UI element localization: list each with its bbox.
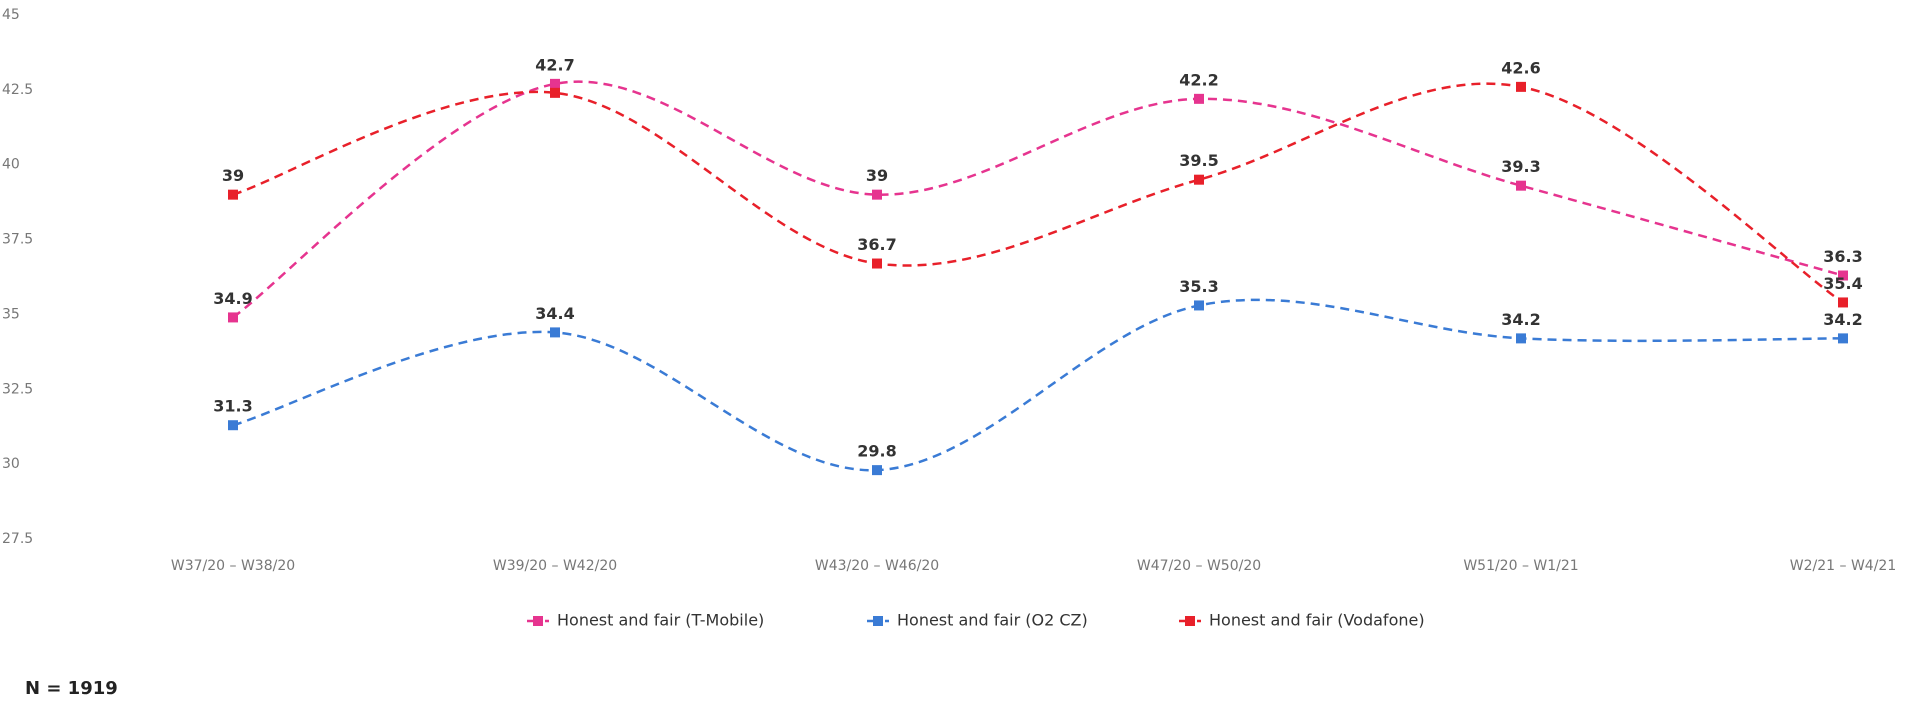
point	[1838, 333, 1848, 344]
legend-marker	[533, 616, 543, 626]
y-tick-label: 30	[2, 456, 20, 472]
value-label: 36.3	[1823, 247, 1862, 266]
value-label: 34.2	[1823, 310, 1862, 329]
series-line	[232, 298, 1844, 472]
point	[1516, 180, 1526, 191]
x-tick-label: W47/20 – W50/20	[1137, 558, 1261, 574]
value-label: 34.2	[1501, 310, 1540, 329]
y-tick-label: 45	[2, 7, 20, 23]
point	[550, 78, 560, 89]
value-label: 29.8	[857, 442, 896, 461]
legend-marker	[1185, 616, 1195, 626]
point	[1516, 81, 1526, 92]
point	[872, 189, 882, 200]
point	[1194, 300, 1204, 311]
x-tick-label: W51/20 – W1/21	[1463, 558, 1578, 574]
value-label: 36.7	[857, 235, 896, 254]
point	[872, 465, 882, 476]
series-line	[232, 80, 1844, 319]
x-tick-label: W43/20 – W46/20	[815, 558, 939, 574]
value-label: 42.7	[535, 55, 574, 74]
value-label: 35.4	[1823, 274, 1862, 293]
x-tick-label: W2/21 – W4/21	[1790, 558, 1896, 574]
point	[1838, 297, 1848, 308]
point	[872, 258, 882, 269]
y-tick-label: 32.5	[2, 381, 33, 397]
y-tick-label: 27.5	[2, 531, 33, 547]
value-label: 42.6	[1501, 58, 1540, 77]
legend-marker	[873, 616, 883, 626]
value-label: 31.3	[213, 397, 252, 416]
point	[1516, 333, 1526, 344]
point	[228, 420, 238, 431]
point	[550, 87, 560, 98]
value-label: 39.5	[1179, 151, 1218, 170]
value-label: 42.2	[1179, 70, 1218, 89]
legend-label: Honest and fair (Vodafone)	[1209, 611, 1425, 630]
value-label: 35.3	[1179, 277, 1218, 296]
y-tick-label: 40	[2, 157, 20, 173]
value-label: 39	[222, 166, 244, 185]
point	[1194, 174, 1204, 185]
value-label: 39	[866, 166, 888, 185]
footnote: N = 1919	[25, 678, 118, 699]
x-tick-label: W39/20 – W42/20	[493, 558, 617, 574]
legend-label: Honest and fair (O2 CZ)	[897, 611, 1088, 630]
value-label: 34.4	[535, 304, 574, 323]
point	[228, 312, 238, 323]
y-tick-label: 37.5	[2, 232, 33, 248]
value-label: 39.3	[1501, 157, 1540, 176]
point	[1194, 93, 1204, 104]
point	[550, 327, 560, 338]
point	[1838, 270, 1848, 281]
y-tick-label: 42.5	[2, 82, 33, 98]
series-line	[232, 82, 1844, 304]
value-label: 34.9	[213, 289, 252, 308]
point	[228, 189, 238, 200]
legend-label: Honest and fair (T-Mobile)	[557, 611, 764, 630]
y-tick-label: 35	[2, 306, 20, 322]
x-tick-label: W37/20 – W38/20	[171, 558, 295, 574]
